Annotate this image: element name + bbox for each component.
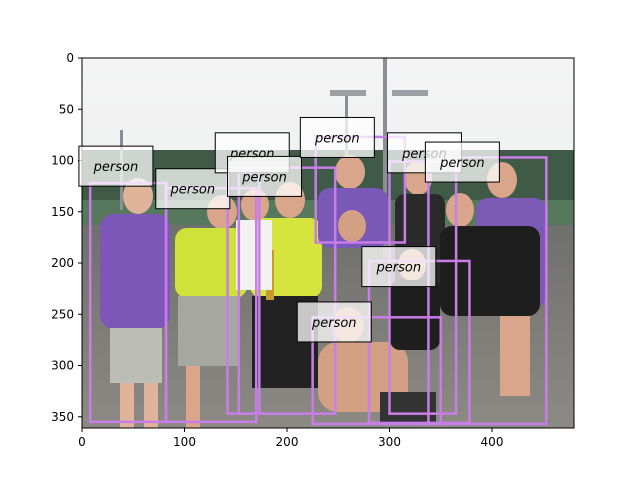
label-text: person — [241, 170, 287, 185]
detection-labels: person person person person person person pers… — [78, 116, 500, 343]
y-tick-label: 100 — [51, 154, 74, 168]
y-tick-label: 350 — [51, 410, 74, 424]
x-tick-label: 300 — [378, 435, 401, 449]
label-background — [78, 145, 154, 187]
label-text: person — [439, 156, 485, 171]
label-text: person — [170, 183, 216, 198]
x-tick-label: 200 — [276, 435, 299, 449]
label-background — [296, 301, 372, 343]
label-background — [361, 246, 437, 288]
detection-label: person — [424, 141, 500, 183]
detection-label: person — [299, 116, 375, 158]
y-tick-label: 200 — [51, 256, 74, 270]
label-text: person — [311, 316, 357, 331]
detection-label: person — [361, 246, 437, 288]
x-tick-label: 400 — [481, 435, 504, 449]
label-background — [227, 155, 303, 197]
y-tick-label: 300 — [51, 359, 74, 373]
y-tick-label: 0 — [66, 51, 74, 65]
label-background — [155, 168, 231, 210]
label-background — [424, 141, 500, 183]
y-tick-label: 150 — [51, 205, 74, 219]
detection-label: person — [78, 145, 154, 187]
x-tick-label: 100 — [173, 435, 196, 449]
y-tick-label: 50 — [59, 102, 74, 116]
detection-label: person — [155, 168, 231, 210]
detection-label: person — [296, 301, 372, 343]
label-text: person — [376, 261, 422, 276]
label-text: person — [93, 160, 139, 175]
axes-frame — [81, 57, 575, 429]
label-text: person — [314, 131, 360, 146]
x-tick-label: 0 — [78, 435, 86, 449]
detection-box — [311, 316, 442, 426]
detection-label: person — [227, 155, 303, 197]
label-background — [299, 116, 375, 158]
y-tick-label: 250 — [51, 307, 74, 321]
axis-ticks: 0 100 200 300 400 0 50 100 150 200 250 300 350 — [51, 51, 503, 449]
